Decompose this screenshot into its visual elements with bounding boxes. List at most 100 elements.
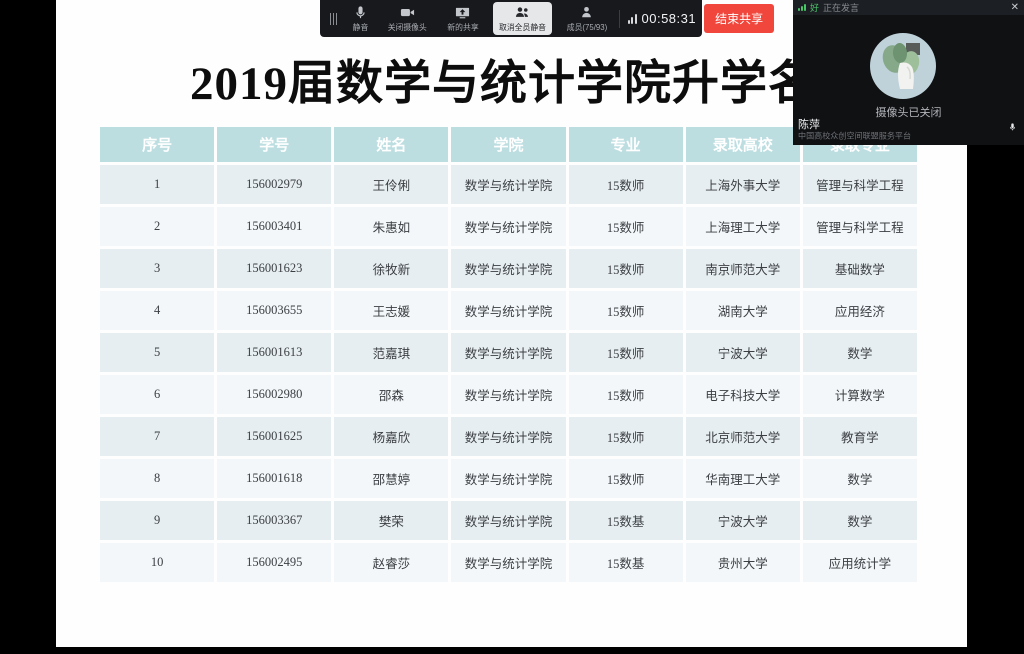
close-icon[interactable]: ✕ xyxy=(1010,1,1019,13)
toolbar-button-label: 关闭摄像头 xyxy=(387,22,427,32)
cell: 基础数学 xyxy=(802,249,917,288)
slide-title: 2019届数学与统计学院升学名单 xyxy=(190,58,864,110)
cell: 数学与统计学院 xyxy=(451,333,566,372)
cell: 8 xyxy=(100,459,215,498)
table-row: 10 156002495 赵睿莎 数学与统计学院 15数基 贵州大学 应用统计学 xyxy=(100,543,917,582)
cell: 156001613 xyxy=(217,333,332,372)
camera-off-button[interactable]: 关闭摄像头 xyxy=(382,2,433,35)
cell: 156003655 xyxy=(217,291,332,330)
toolbar-button-label: 成员(75/93) xyxy=(566,22,607,32)
microphone-icon xyxy=(356,6,365,19)
cell: 王志媛 xyxy=(334,291,449,330)
plant-avatar-image xyxy=(882,43,920,89)
cell: 计算数学 xyxy=(802,375,917,414)
toolbar-divider xyxy=(618,9,620,28)
cell: 南京师范大学 xyxy=(685,249,800,288)
admission-roster-table: 序号 学号 姓名 学院 专业 录取高校 录取专业 1 156002979 王伶俐 数学与统计学院 1… xyxy=(97,124,920,585)
participant-name: 陈萍 xyxy=(798,119,820,131)
cell: 1 xyxy=(100,165,215,204)
new-share-button[interactable]: 新的共享 xyxy=(442,2,484,35)
cell: 电子科技大学 xyxy=(685,375,800,414)
table-row: 8 156001618 邵慧婷 数学与统计学院 15数师 华南理工大学 数学 xyxy=(100,459,917,498)
cell: 4 xyxy=(100,291,215,330)
unmute-all-button[interactable]: 取消全员静音 xyxy=(492,2,552,35)
table-row: 5 156001613 范嘉琪 数学与统计学院 15数师 宁波大学 数学 xyxy=(100,333,917,372)
member-icon xyxy=(582,7,591,18)
drag-handle-icon[interactable] xyxy=(330,12,338,25)
cell: 156002980 xyxy=(217,375,332,414)
participant-mic-icon xyxy=(1008,120,1017,138)
cell: 156001623 xyxy=(217,249,332,288)
share-screen-icon xyxy=(455,8,470,19)
column-header: 录取高校 xyxy=(685,127,800,162)
table-row: 4 156003655 王志媛 数学与统计学院 15数师 湖南大学 应用经济 xyxy=(100,291,917,330)
cell: 156003367 xyxy=(217,501,332,540)
cell: 范嘉琪 xyxy=(334,333,449,372)
cell: 9 xyxy=(100,501,215,540)
cell: 数学与统计学院 xyxy=(451,543,566,582)
cell: 应用经济 xyxy=(802,291,917,330)
network-quality-icon xyxy=(798,4,806,11)
cell: 15数师 xyxy=(568,165,683,204)
participant-avatar xyxy=(870,33,936,99)
table-row: 1 156002979 王伶俐 数学与统计学院 15数师 上海外事大学 管理与科学工程 xyxy=(100,165,917,204)
cell: 10 xyxy=(100,543,215,582)
cell: 徐牧新 xyxy=(334,249,449,288)
cell: 教育学 xyxy=(802,417,917,456)
cell: 15数师 xyxy=(568,333,683,372)
cell: 湖南大学 xyxy=(685,291,800,330)
cell: 数学与统计学院 xyxy=(451,165,566,204)
cell: 数学 xyxy=(802,333,917,372)
toolbar-button-label: 静音 xyxy=(352,22,369,32)
cell: 156001618 xyxy=(217,459,332,498)
column-header: 序号 xyxy=(100,127,215,162)
cell: 15数师 xyxy=(568,375,683,414)
cell: 杨嘉欣 xyxy=(334,417,449,456)
camera-icon xyxy=(400,9,414,17)
speaking-status-label: 正在发言 xyxy=(823,3,860,13)
cell: 6 xyxy=(100,375,215,414)
cell: 15数基 xyxy=(568,501,683,540)
cell: 赵睿莎 xyxy=(334,543,449,582)
cell: 15数师 xyxy=(568,249,683,288)
cell: 数学 xyxy=(802,459,917,498)
cell: 宁波大学 xyxy=(685,501,800,540)
cell: 上海外事大学 xyxy=(685,165,800,204)
cell: 北京师范大学 xyxy=(685,417,800,456)
cell: 156001625 xyxy=(217,417,332,456)
table-row: 2 156003401 朱惠如 数学与统计学院 15数师 上海理工大学 管理与科学工程 xyxy=(100,207,917,246)
cell: 2 xyxy=(100,207,215,246)
cell: 王伶俐 xyxy=(334,165,449,204)
cell: 156002979 xyxy=(217,165,332,204)
members-button[interactable]: 成员(75/93) xyxy=(561,2,613,35)
column-header: 姓名 xyxy=(334,127,449,162)
cell: 15数基 xyxy=(568,543,683,582)
cell: 宁波大学 xyxy=(685,333,800,372)
participant-subtitle: 中国高校众创空间联盟服务平台 xyxy=(798,130,912,141)
cell: 数学与统计学院 xyxy=(451,417,566,456)
table-row: 3 156001623 徐牧新 数学与统计学院 15数师 南京师范大学 基础数学 xyxy=(100,249,917,288)
participant-video-panel: 好 正在发言 ✕ 摄像头已关闭 陈萍 中国高校众创空间联盟服务平台 xyxy=(793,0,1024,145)
cell: 3 xyxy=(100,249,215,288)
column-header: 学号 xyxy=(217,127,332,162)
cell: 贵州大学 xyxy=(685,543,800,582)
cell: 156003401 xyxy=(217,207,332,246)
column-header: 学院 xyxy=(451,127,566,162)
cell: 数学与统计学院 xyxy=(451,291,566,330)
camera-off-text: 摄像头已关闭 xyxy=(875,107,942,119)
mute-button[interactable]: 静音 xyxy=(348,2,373,35)
network-signal-icon xyxy=(627,13,637,24)
end-share-button[interactable]: 结束共享 xyxy=(704,4,775,33)
column-header: 专业 xyxy=(568,127,683,162)
network-quality-label: 好 xyxy=(810,3,820,13)
video-panel-header: 好 正在发言 ✕ xyxy=(793,0,1024,15)
cell: 邵森 xyxy=(334,375,449,414)
cell: 管理与科学工程 xyxy=(802,207,917,246)
cell: 15数师 xyxy=(568,207,683,246)
cell: 数学与统计学院 xyxy=(451,375,566,414)
cell: 华南理工大学 xyxy=(685,459,800,498)
cell: 应用统计学 xyxy=(802,543,917,582)
cell: 邵慧婷 xyxy=(334,459,449,498)
meeting-toolbar: 静音 关闭摄像头 新的共享 取消全员静音 成员(75/93) 00:58:31 结束共享 xyxy=(320,0,775,37)
